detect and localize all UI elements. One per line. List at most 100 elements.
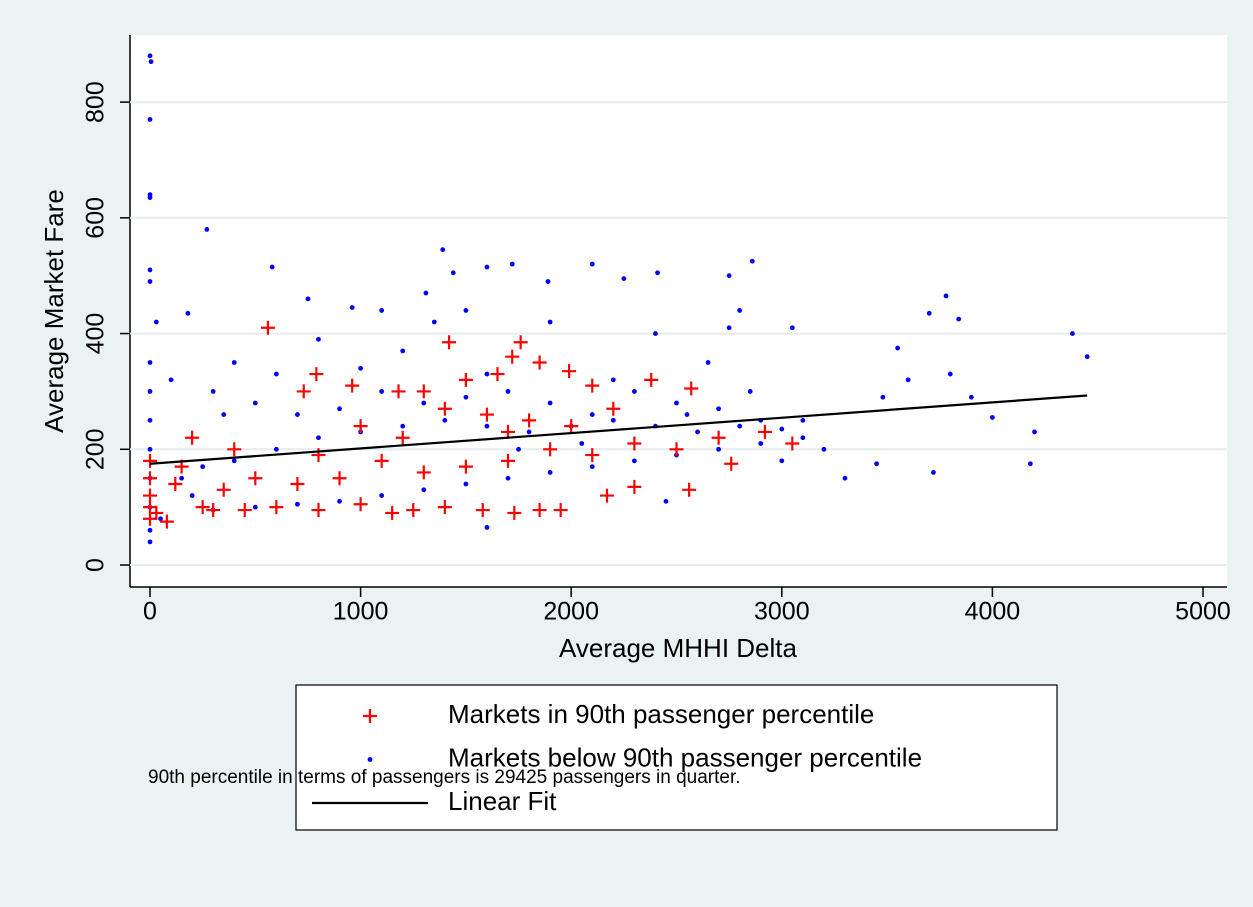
plus-marker	[490, 367, 505, 382]
dot-marker	[358, 365, 364, 371]
dot-marker	[158, 516, 163, 522]
plus-marker	[564, 419, 579, 434]
dot-marker	[749, 258, 755, 264]
plus-marker	[206, 503, 221, 518]
plus-marker	[437, 401, 452, 416]
plus-marker	[600, 488, 615, 503]
dot-marker	[148, 59, 154, 65]
plus-marker	[543, 442, 558, 457]
dot-marker	[747, 389, 753, 394]
plus-marker	[724, 456, 739, 471]
legend-dot	[367, 757, 373, 762]
dot-marker	[800, 435, 806, 441]
dot-marker	[579, 441, 585, 446]
dot-marker	[269, 264, 275, 270]
plus-marker	[684, 381, 699, 396]
dot-marker	[653, 331, 658, 336]
plus-marker	[475, 503, 490, 518]
plus-marker	[353, 497, 368, 512]
dot-marker	[185, 310, 191, 316]
plus-marker	[395, 430, 410, 445]
plus-marker	[185, 430, 200, 445]
dot-marker	[516, 446, 521, 452]
dot-marker	[463, 308, 469, 313]
dot-marker	[589, 261, 595, 267]
plus-marker	[442, 335, 457, 350]
plus-marker	[532, 355, 547, 370]
dot-marker	[147, 446, 153, 452]
plus-marker	[374, 453, 389, 468]
dot-marker	[631, 458, 637, 464]
dot-marker	[989, 415, 995, 420]
plus-marker	[669, 442, 684, 457]
dot-marker	[273, 371, 279, 377]
plus-marker	[143, 453, 158, 468]
dot-marker	[484, 525, 490, 530]
dot-marker	[880, 394, 886, 400]
plus-marker	[159, 514, 174, 529]
dot-marker	[442, 417, 448, 423]
dot-marker	[147, 267, 153, 273]
plus-marker	[353, 419, 368, 434]
dot-marker	[947, 371, 953, 377]
plus-marker	[391, 384, 406, 399]
plus-marker	[345, 378, 360, 393]
dot-marker	[231, 360, 237, 365]
y-tick-label: 600	[82, 197, 110, 239]
plus-marker	[522, 413, 537, 428]
dot-marker	[379, 308, 385, 313]
dot-marker	[153, 319, 159, 325]
legend-plus	[363, 709, 377, 723]
dot-marker	[147, 195, 153, 200]
dot-marker	[147, 360, 153, 365]
plus-marker	[143, 511, 158, 526]
dot-marker	[684, 412, 690, 417]
plus-marker	[332, 471, 347, 486]
dot-marker	[337, 498, 342, 504]
dot-marker	[800, 417, 806, 423]
legend-label: Markets in 90th passenger percentile	[448, 699, 874, 729]
dot-marker	[695, 429, 700, 435]
y-tick-label: 200	[82, 428, 110, 470]
fit-line	[149, 394, 1088, 465]
plus-marker	[227, 442, 242, 457]
dot-marker	[349, 305, 355, 310]
plus-marker	[248, 471, 263, 486]
legend-label: Markets below 90th passenger percentile	[448, 742, 922, 772]
plus-marker	[437, 500, 452, 515]
dot-marker	[956, 316, 962, 322]
dot-marker	[463, 394, 469, 400]
dot-marker	[431, 319, 437, 325]
plus-marker	[513, 335, 528, 350]
plus-marker	[416, 465, 431, 480]
y-axis-title: Average Market Fare	[39, 189, 69, 433]
dot-marker	[147, 279, 153, 284]
dot-marker	[610, 377, 616, 383]
dot-marker	[509, 261, 515, 267]
dot-marker	[621, 276, 627, 281]
plus-marker	[644, 372, 659, 387]
plus-marker	[458, 372, 473, 387]
dot-marker	[379, 493, 385, 498]
plus-marker	[237, 503, 252, 518]
plus-marker	[627, 479, 642, 494]
plot-area	[130, 35, 1227, 587]
dot-marker	[905, 377, 911, 383]
plus-marker	[309, 367, 324, 382]
plus-marker	[195, 500, 210, 515]
y-tick-label: 0	[82, 558, 110, 572]
plus-marker	[711, 430, 726, 445]
dot-marker	[484, 423, 490, 429]
dot-marker	[147, 527, 153, 533]
plus-marker	[507, 505, 522, 520]
plus-marker	[149, 505, 164, 520]
dot-marker	[589, 412, 595, 417]
x-tick-label: 2000	[543, 598, 599, 626]
dot-marker	[221, 412, 227, 417]
dot-marker	[874, 461, 879, 467]
plus-marker	[406, 503, 421, 518]
dot-marker	[821, 446, 827, 452]
dot-marker	[505, 475, 511, 481]
plus-marker	[216, 482, 231, 497]
